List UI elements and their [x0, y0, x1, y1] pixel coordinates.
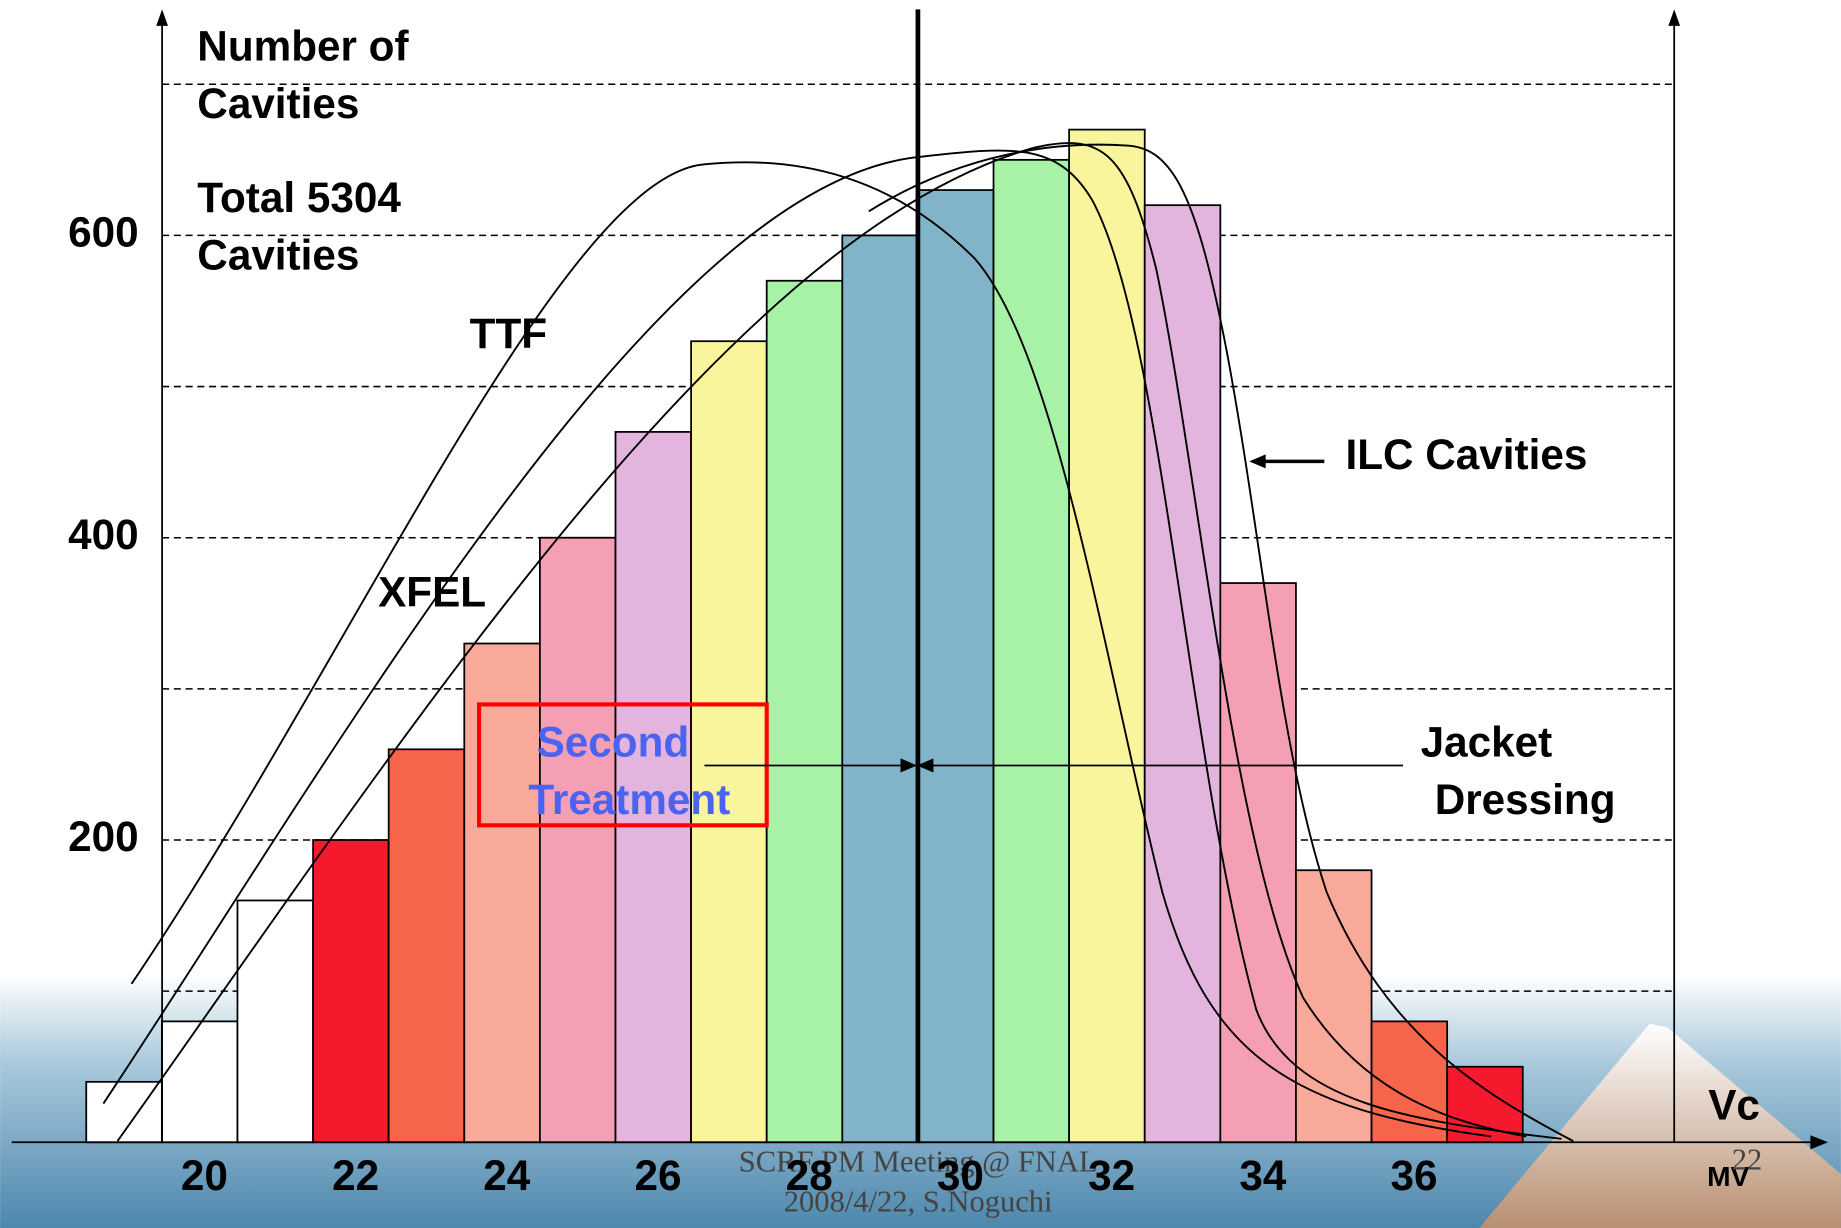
bar — [1220, 583, 1296, 1142]
bar — [691, 341, 767, 1142]
x-tick-label: 26 — [634, 1152, 681, 1199]
annotation-ilc: ILC Cavities — [1345, 431, 1587, 478]
y-tick-label: 600 — [68, 209, 138, 256]
bar — [162, 1021, 238, 1142]
ilc-arrow-head — [1249, 454, 1265, 468]
bar — [767, 281, 843, 1143]
bar — [389, 749, 465, 1142]
bar — [842, 235, 918, 1142]
x-tick-label: 34 — [1239, 1152, 1286, 1199]
bar — [540, 538, 616, 1143]
x-tick-label: 36 — [1391, 1152, 1438, 1199]
subtitle: Total 5304 — [197, 174, 401, 221]
annotation-second: Treatment — [528, 776, 730, 823]
bar — [313, 840, 389, 1142]
y-axis-label: Cavities — [197, 80, 359, 127]
bar — [237, 900, 313, 1142]
chart: Number of Cavities Total 5304 Cavities T… — [0, 0, 1841, 1228]
x-tick-label: 22 — [332, 1152, 379, 1199]
right-axis-arrow — [1668, 9, 1680, 25]
annotation-xfel: XFEL — [378, 568, 486, 615]
x-tick-label: 24 — [483, 1152, 530, 1199]
y-tick-label: 200 — [68, 813, 138, 860]
x-tick-label: 32 — [1088, 1152, 1135, 1199]
x-tick-label: 20 — [181, 1152, 228, 1199]
annotation-second: Second — [537, 719, 690, 766]
y-tick-label: 400 — [68, 511, 138, 558]
subtitle: Cavities — [197, 231, 359, 278]
y-axis-label: Number of — [197, 22, 409, 69]
page-number: 22 — [1732, 1142, 1763, 1176]
annotation-jacket: Jacket — [1421, 719, 1553, 766]
bar — [1069, 130, 1145, 1143]
bar — [918, 190, 994, 1142]
annotation-jacket: Dressing — [1435, 776, 1616, 823]
annotation-ttf: TTF — [470, 310, 547, 357]
y-axis-arrow — [156, 9, 168, 25]
x-tick-label: 28 — [786, 1152, 833, 1199]
bar — [464, 644, 540, 1143]
x-axis-label: Vc — [1708, 1081, 1760, 1128]
x-tick-label: 30 — [937, 1152, 984, 1199]
